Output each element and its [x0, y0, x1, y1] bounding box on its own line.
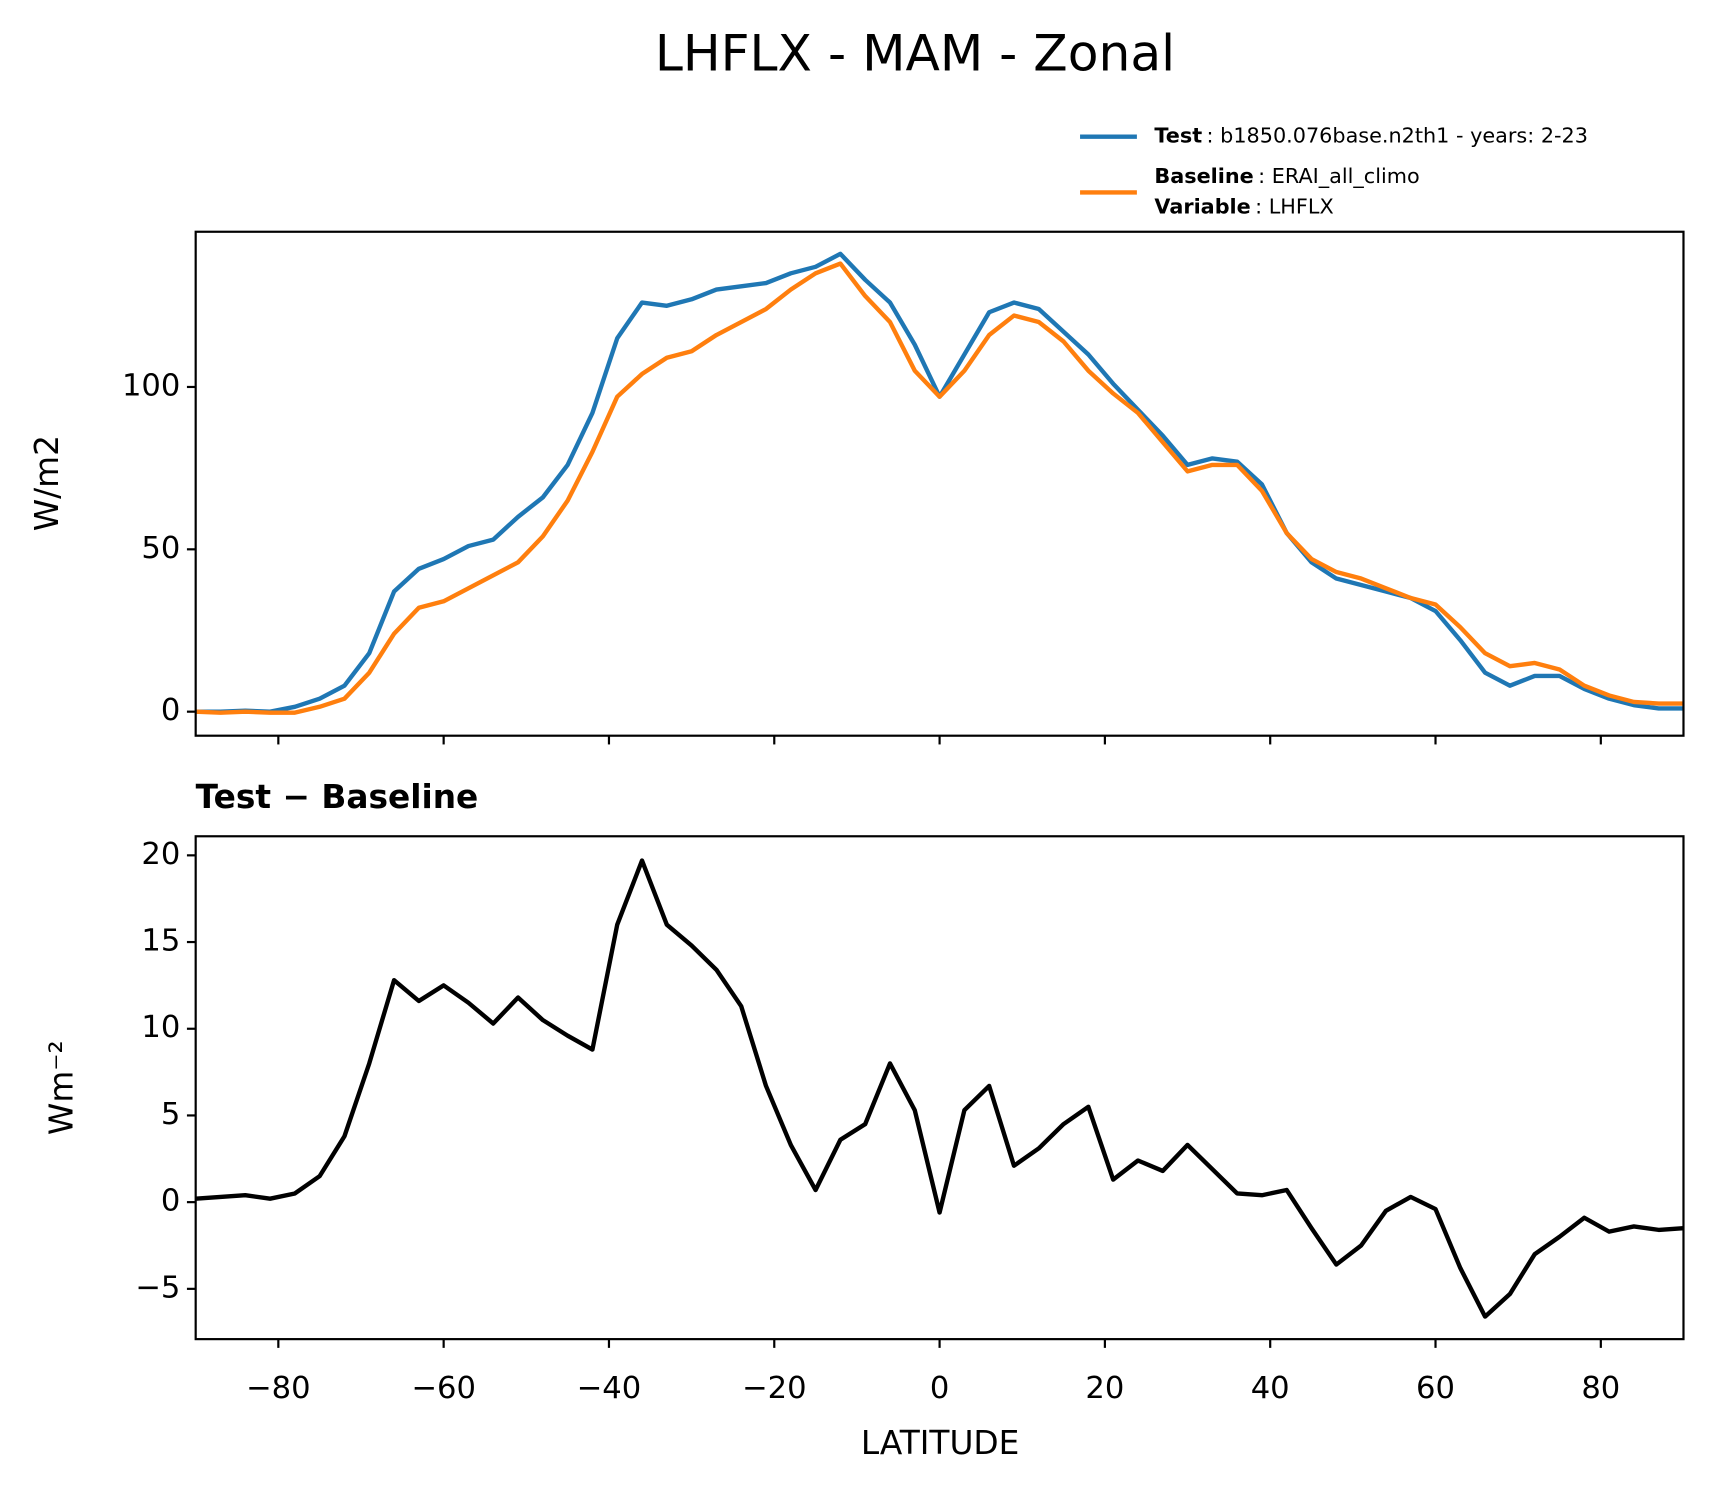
legend-note-name: Variable — [1154, 195, 1250, 219]
x-tick-label: 0 — [930, 1371, 949, 1406]
legend-name: Test — [1154, 124, 1202, 148]
x-tick-label: 40 — [1251, 1371, 1290, 1406]
legend-desc: : b1850.076base.n2th1 - years: 2-23 — [1207, 124, 1588, 148]
panel-title: Test − Baseline — [196, 778, 479, 816]
data-line — [195, 858, 1684, 1319]
legend-name: Baseline — [1154, 164, 1253, 188]
y-tick-label: 50 — [141, 531, 180, 566]
y-tick-label: 0 — [161, 1184, 180, 1219]
y-tick-label: 100 — [122, 368, 180, 403]
x-tick-label: −20 — [742, 1371, 807, 1406]
x-tick-label: −80 — [246, 1371, 311, 1406]
plot-frame — [194, 835, 1685, 1341]
x-tick-label: 20 — [1085, 1371, 1124, 1406]
plot-frame — [194, 230, 1685, 737]
x-axis-label: LATITUDE — [861, 1424, 1020, 1462]
x-tick-label: 60 — [1416, 1371, 1455, 1406]
x-tick-label: −60 — [411, 1371, 476, 1406]
figure-title: LHFLX - MAM - Zonal — [655, 23, 1175, 82]
x-tick-label: 80 — [1581, 1371, 1620, 1406]
y-axis-label: W/m2 — [28, 435, 66, 531]
x-tick-label: −40 — [577, 1371, 642, 1406]
y-tick-label: −5 — [135, 1270, 180, 1305]
legend-note-desc: : LHFLX — [1255, 195, 1334, 219]
data-line — [195, 261, 1684, 715]
y-tick-label: 0 — [161, 693, 180, 728]
y-tick-label: 10 — [141, 1010, 180, 1045]
legend-entry: Test: b1850.076base.n2th1 - years: 2-23 — [1154, 124, 1588, 148]
y-tick-label: 20 — [141, 837, 180, 872]
y-tick-label: 15 — [141, 924, 180, 959]
y-axis-label: Wm⁻² — [42, 1040, 80, 1135]
legend-note: Variable: LHFLX — [1154, 195, 1333, 219]
legend-entry: Baseline: ERAI_all_climo — [1154, 164, 1419, 188]
legend-desc: : ERAI_all_climo — [1258, 164, 1420, 188]
data-line — [195, 251, 1684, 714]
y-tick-label: 5 — [161, 1097, 180, 1132]
